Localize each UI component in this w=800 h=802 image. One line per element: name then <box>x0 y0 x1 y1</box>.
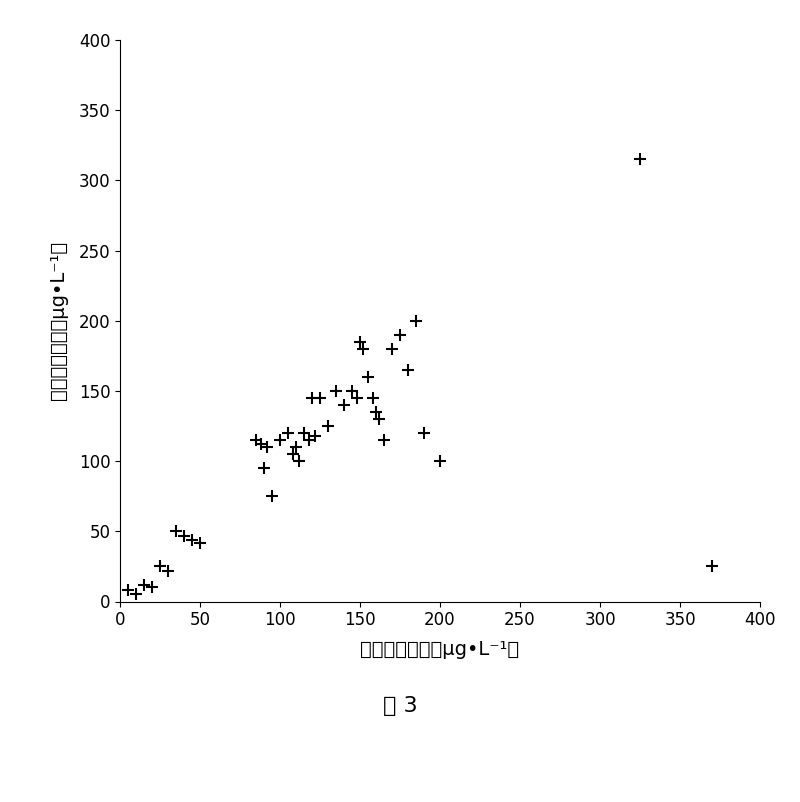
Y-axis label: 叶绻素预测值（μg•L⁻¹）: 叶绻素预测值（μg•L⁻¹） <box>49 241 67 400</box>
Point <box>306 391 318 404</box>
Point <box>293 455 306 468</box>
Point <box>322 419 334 432</box>
Point <box>394 329 406 342</box>
Point <box>186 533 198 546</box>
Point <box>254 438 267 451</box>
Point <box>373 412 386 425</box>
Point <box>194 536 206 549</box>
Point <box>290 441 302 454</box>
X-axis label: 叶绻素实测值（μg•L⁻¹）: 叶绻素实测值（μg•L⁻¹） <box>361 640 519 659</box>
Point <box>378 434 390 447</box>
Point <box>286 448 299 460</box>
Point <box>350 391 363 404</box>
Point <box>354 335 366 348</box>
Point <box>266 490 278 503</box>
Point <box>138 578 150 591</box>
Point <box>418 427 430 439</box>
Point <box>357 342 370 355</box>
Point <box>314 391 326 404</box>
Point <box>410 314 422 327</box>
Point <box>162 565 174 577</box>
Point <box>154 560 166 573</box>
Point <box>122 584 134 597</box>
Point <box>706 560 718 573</box>
Point <box>346 385 358 398</box>
Point <box>362 371 374 383</box>
Point <box>130 588 142 601</box>
Point <box>282 427 294 439</box>
Point <box>170 525 182 537</box>
Point <box>634 153 646 166</box>
Point <box>370 406 382 419</box>
Text: 图 3: 图 3 <box>382 696 418 715</box>
Point <box>402 363 414 376</box>
Point <box>258 462 270 475</box>
Point <box>178 529 190 542</box>
Point <box>366 391 379 404</box>
Point <box>274 434 286 447</box>
Point <box>338 399 350 411</box>
Point <box>434 455 446 468</box>
Point <box>302 434 315 447</box>
Point <box>309 430 322 443</box>
Point <box>298 427 310 439</box>
Point <box>330 385 342 398</box>
Point <box>146 581 158 593</box>
Point <box>261 441 274 454</box>
Point <box>250 434 262 447</box>
Point <box>386 342 398 355</box>
